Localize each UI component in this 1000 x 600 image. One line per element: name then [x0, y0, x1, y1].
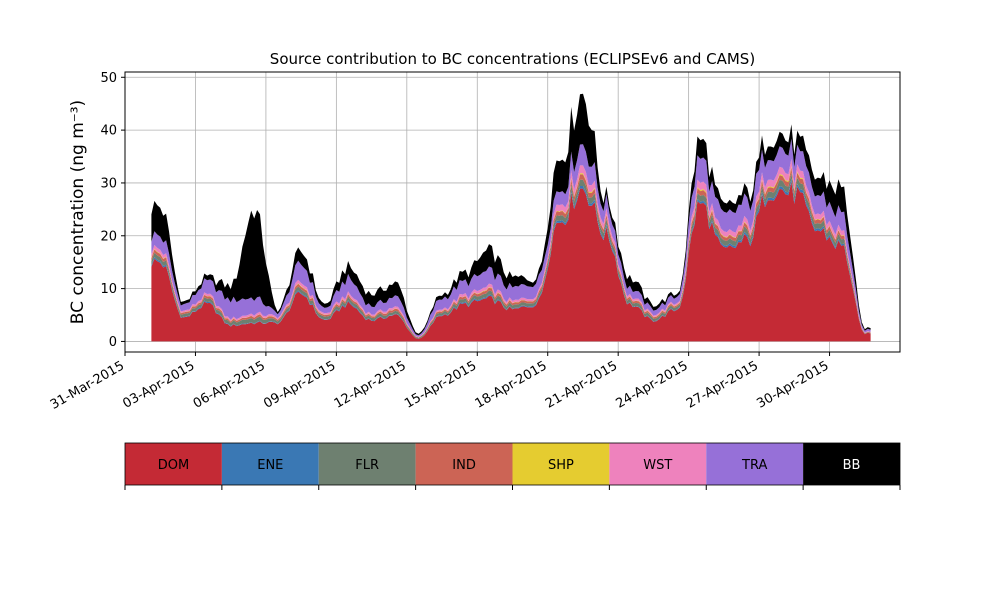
- y-tick-label: 30: [100, 176, 117, 191]
- x-tick-label: 21-Apr-2015: [543, 358, 620, 411]
- legend-swatch-ene: [221, 443, 319, 485]
- legend-label-bb: BB: [843, 458, 861, 473]
- legend-swatch-shp: [512, 443, 610, 485]
- x-tick-label: 12-Apr-2015: [332, 358, 409, 411]
- series-area-tra: [151, 138, 871, 337]
- x-tick-label: 27-Apr-2015: [684, 358, 761, 411]
- legend-label-shp: SHP: [548, 458, 574, 473]
- x-tick-label: 31-Mar-2015: [48, 358, 127, 412]
- x-tick-label: 24-Apr-2015: [614, 358, 691, 411]
- legend-swatch-wst: [609, 443, 707, 485]
- x-tick-label: 09-Apr-2015: [261, 358, 338, 411]
- series-area-dom: [151, 181, 871, 342]
- y-tick-label: 0: [109, 335, 117, 350]
- legend-colorbar: DOM ENE FLR IND SHP WST TRA BB: [124, 442, 901, 490]
- x-tick-label: 15-Apr-2015: [402, 358, 479, 411]
- legend-swatch-bb: [803, 443, 900, 485]
- chart-title: Source contribution to BC concentrations…: [270, 50, 755, 68]
- x-tick-label: 18-Apr-2015: [473, 358, 550, 411]
- x-tick-label: 30-Apr-2015: [754, 358, 831, 411]
- stacked-areas: [151, 93, 871, 342]
- legend-label-ene: ENE: [257, 458, 283, 473]
- legend-label-dom: DOM: [158, 458, 189, 473]
- y-axis-label: BC concentration (ng m⁻³): [68, 100, 88, 324]
- series-area-ind: [151, 167, 871, 338]
- series-area-flr: [151, 172, 871, 339]
- legend-label-flr: FLR: [355, 458, 379, 473]
- legend-swatch-ind: [415, 443, 513, 485]
- legend-label-ind: IND: [452, 458, 476, 473]
- legend-label-tra: TRA: [741, 458, 767, 473]
- y-tick-label: 20: [100, 229, 117, 244]
- x-tick-label: 03-Apr-2015: [120, 358, 197, 411]
- legend-swatch-flr: [318, 443, 416, 485]
- legend-swatch-tra: [706, 443, 804, 485]
- y-tick-label: 40: [100, 124, 117, 139]
- x-tick-label: 06-Apr-2015: [191, 358, 268, 411]
- legend-swatch-dom: [125, 443, 222, 485]
- y-tick-label: 10: [100, 282, 117, 297]
- legend-label-wst: WST: [643, 458, 672, 473]
- y-tick-label: 50: [100, 71, 117, 86]
- plot-frame: [124, 71, 901, 353]
